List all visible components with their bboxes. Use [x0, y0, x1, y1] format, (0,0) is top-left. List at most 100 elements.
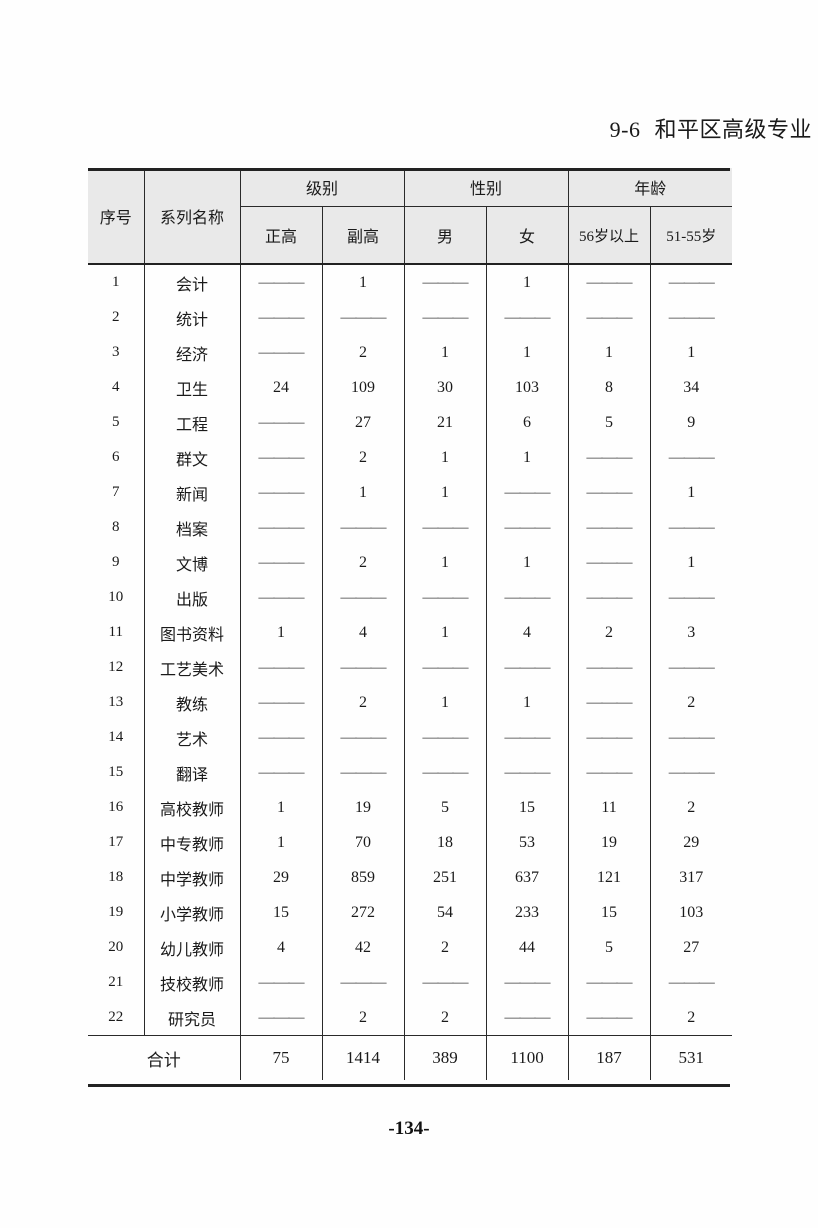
cell-value: ———: [404, 720, 487, 755]
empty-value-dash: ———: [668, 588, 715, 606]
cell-series-name: 档案: [144, 510, 241, 545]
cell-value: 1: [404, 335, 487, 370]
cell-index: 2: [88, 300, 145, 335]
cell-value: ———: [240, 650, 323, 685]
cell-index: 19: [88, 895, 145, 930]
table-bottom-rule: [88, 1084, 730, 1087]
empty-value-dash: ———: [504, 973, 551, 991]
cell-value: 11: [568, 790, 651, 825]
table-row: 7 新闻 ——— 1 1 ——— ——— 1: [88, 475, 732, 510]
cell-value: ———: [568, 300, 651, 335]
empty-value-dash: ———: [586, 553, 633, 571]
empty-value-dash: ———: [258, 693, 305, 711]
cell-value: ———: [240, 685, 323, 720]
cell-value: 233: [486, 895, 569, 930]
cell-value: 317: [679, 868, 704, 886]
cell-value: 1: [240, 790, 323, 825]
cell-value: ———: [240, 405, 323, 440]
empty-value-dash: ———: [586, 448, 633, 466]
cell-value: 2: [322, 335, 405, 370]
header-sub-senior-high: 正高: [240, 206, 323, 264]
cell-value: ———: [240, 335, 323, 370]
empty-value-dash: ———: [258, 273, 305, 291]
table-row: 18 中学教师 29 859 251 637 121 317: [88, 860, 732, 895]
cell-value: ———: [240, 475, 323, 510]
cell-value: ———: [322, 965, 405, 1000]
cell-index: 4: [88, 370, 145, 405]
cell-value: 1: [486, 545, 569, 580]
cell-value: 54: [404, 895, 487, 930]
header-group-level: 级别: [240, 168, 405, 207]
cell-value: 5: [568, 930, 651, 965]
table-header-sub-row: 正高 副高 男 女 56岁以上 51-55岁: [88, 206, 733, 264]
empty-value-dash: ———: [668, 973, 715, 991]
cell-value: 109: [322, 370, 405, 405]
cell-value: 859: [322, 860, 405, 895]
empty-value-dash: ———: [586, 728, 633, 746]
empty-value-dash: ———: [504, 483, 551, 501]
cell-index: 16: [88, 790, 145, 825]
cell-value: ———: [240, 580, 323, 615]
cell-value: 27: [322, 405, 405, 440]
cell-value: ———: [404, 965, 487, 1000]
cell-index: 9: [88, 545, 145, 580]
header-sub-male: 男: [404, 206, 487, 264]
cell-value: ———: [322, 510, 405, 545]
cell-value: 53: [486, 825, 569, 860]
cell-value: ———: [240, 545, 323, 580]
empty-value-dash: ———: [586, 1008, 633, 1026]
table-row: 6 群文 ——— 2 1 1 ——— ———: [88, 440, 732, 475]
table-row: 1 会计 ——— 1 ——— 1 ——— ———: [88, 264, 733, 300]
empty-value-dash: ———: [258, 518, 305, 536]
table-row: 14 艺术 ——— ——— ——— ——— ——— ———: [88, 720, 732, 755]
cell-value: ———: [404, 650, 487, 685]
empty-value-dash: ———: [422, 273, 469, 291]
cell-value: 2: [322, 1000, 405, 1036]
cell-value: 6: [486, 405, 569, 440]
cell-value: 19: [568, 825, 651, 860]
cell-value: 637: [486, 860, 569, 895]
table-total-row: 合计 75 1414 389 1100 187 531: [88, 1035, 733, 1080]
header-group-age: 年龄: [568, 168, 733, 207]
cell-value: ———: [568, 475, 651, 510]
total-value: 75: [240, 1035, 323, 1080]
cell-value: 103: [486, 370, 569, 405]
cell-series-name: 中学教师: [144, 860, 241, 895]
empty-value-dash: ———: [258, 588, 305, 606]
table-row: 5 工程 ——— 27 21 6 5 9: [88, 405, 732, 440]
cell-index: 3: [88, 335, 145, 370]
empty-value-dash: ———: [340, 308, 387, 326]
cell-value: 2: [322, 545, 405, 580]
empty-value-dash: ———: [504, 1008, 551, 1026]
table-number: 9-6: [609, 117, 641, 142]
header-sub-age-56-plus: 56岁以上: [568, 206, 651, 264]
cell-value: ———: [650, 440, 732, 475]
table-row: 15 翻译 ——— ——— ——— ——— ——— ———: [88, 755, 732, 790]
empty-value-dash: ———: [258, 413, 305, 431]
table-row: 13 教练 ——— 2 1 1 ——— 2: [88, 685, 732, 720]
empty-value-dash: ———: [258, 448, 305, 466]
header-sub-female: 女: [486, 206, 569, 264]
cell-value: 34: [683, 378, 700, 396]
cell-index: 15: [88, 755, 145, 790]
cell-value: 21: [404, 405, 487, 440]
empty-value-dash: ———: [422, 588, 469, 606]
cell-value: ———: [568, 965, 651, 1000]
cell-value: ———: [404, 580, 487, 615]
cell-value: 2: [404, 1000, 487, 1036]
table-row: 12 工艺美术 ——— ——— ——— ——— ——— ———: [88, 650, 732, 685]
cell-value: 19: [322, 790, 405, 825]
cell-series-name: 艺术: [144, 720, 241, 755]
cell-value: ———: [486, 580, 569, 615]
empty-value-dash: ———: [668, 658, 715, 676]
empty-value-dash: ———: [422, 763, 469, 781]
empty-value-dash: ———: [422, 308, 469, 326]
cell-value: ———: [240, 720, 323, 755]
empty-value-dash: ———: [668, 518, 715, 536]
cell-value: ———: [240, 965, 323, 1000]
cell-value: ———: [486, 475, 569, 510]
empty-value-dash: ———: [668, 763, 715, 781]
cell-value: ———: [486, 720, 569, 755]
empty-value-dash: ———: [258, 1008, 305, 1026]
cell-value: 4: [240, 930, 323, 965]
